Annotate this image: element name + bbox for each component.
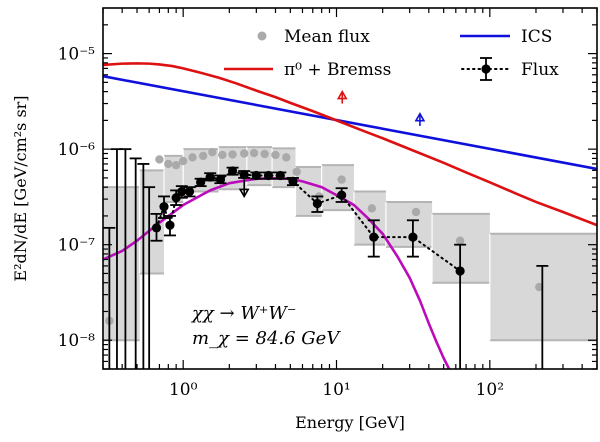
flux-point [196, 177, 206, 187]
x-axis-label: Energy [GeV] [295, 413, 405, 432]
axes: 10⁰ 10¹ 10² 10⁻⁸ 10⁻⁷ 10⁻⁶ 10⁻⁵ Energy [GeV] E²d… [11, 7, 598, 432]
mean-flux-point [455, 236, 465, 245]
y-tick-label: 10⁻⁸ [58, 331, 96, 351]
flux-point [263, 170, 274, 181]
annotation-process: χχ → W⁺W⁻ [190, 303, 296, 324]
flux-point [165, 220, 175, 230]
mean-band [385, 201, 433, 247]
flux-point [151, 223, 162, 233]
annotations: χχ → W⁺W⁻ m_χ = 84.6 GeV [190, 303, 341, 349]
flux-point [251, 170, 261, 181]
flux-point [184, 186, 195, 197]
pion-bremss-curve [103, 62, 597, 227]
mean-flux-point [271, 150, 280, 160]
mean-flux-point [337, 175, 346, 184]
mean-flux-point [292, 167, 301, 176]
mean-flux-point [249, 148, 259, 158]
x-tick-label: 10¹ [322, 380, 350, 400]
mean-flux-point [164, 159, 173, 169]
mean-flux-point [535, 282, 544, 292]
mean-flux-point [171, 160, 181, 170]
flux-point [159, 202, 169, 212]
x-tick-label: 10⁰ [169, 380, 198, 400]
y-axis-label: E²dN/dE [GeV/cm²s sr] [11, 95, 30, 281]
model-curves [103, 62, 597, 369]
legend: Mean flux ICS π⁰ + Bremss Flux [224, 27, 559, 81]
flux-point [239, 170, 249, 180]
legend-marker-mean-flux [257, 31, 267, 41]
flux-points [103, 148, 549, 369]
mean-flux-point [218, 150, 227, 160]
mean-flux-bands [103, 146, 597, 342]
dark-matter-curve [103, 177, 451, 369]
upper-limit-arrows [238, 89, 426, 199]
flux-point [215, 174, 226, 185]
flux-point [408, 232, 418, 242]
plot-frame [102, 7, 598, 370]
flux-point [227, 166, 238, 176]
flux-point [288, 176, 298, 186]
limit-arrow-head [336, 89, 348, 100]
legend-label-flux: Flux [521, 60, 559, 80]
annotation-mass: m_χ = 84.6 GeV [192, 328, 341, 349]
mean-flux-point [155, 155, 164, 164]
ics-curve [103, 74, 597, 171]
mean-flux-point [282, 153, 291, 162]
flux-point [369, 232, 379, 242]
mean-flux-point [367, 204, 377, 213]
mean-flux-point [188, 153, 197, 162]
mean-flux-point [239, 149, 249, 158]
mean-flux-point [411, 207, 421, 217]
flux-point [275, 170, 285, 181]
legend-marker-flux-point [481, 64, 491, 74]
flux-point [312, 198, 322, 209]
flux-point [205, 172, 215, 182]
legend-label-mean-flux: Mean flux [284, 27, 370, 47]
legend-label-pion-bremss: π⁰ + Bremss [284, 60, 391, 80]
y-tick-label: 10⁻⁷ [58, 236, 96, 256]
legend-label-ics: ICS [521, 27, 552, 47]
flux-point [177, 186, 187, 197]
flux-point [455, 266, 465, 276]
limit-arrow-head [414, 112, 426, 122]
limit-arrow-head [238, 188, 250, 199]
x-tick-label: 10² [476, 380, 504, 400]
y-tick-label: 10⁻⁵ [58, 45, 96, 65]
mean-flux-point [198, 151, 208, 161]
mean-flux-point [228, 150, 237, 159]
mean-flux-point [208, 147, 217, 157]
mean-flux-point [178, 156, 188, 166]
mean-flux-point [260, 149, 269, 159]
y-tick-label: 10⁻⁶ [58, 140, 96, 160]
flux-point [337, 190, 347, 200]
